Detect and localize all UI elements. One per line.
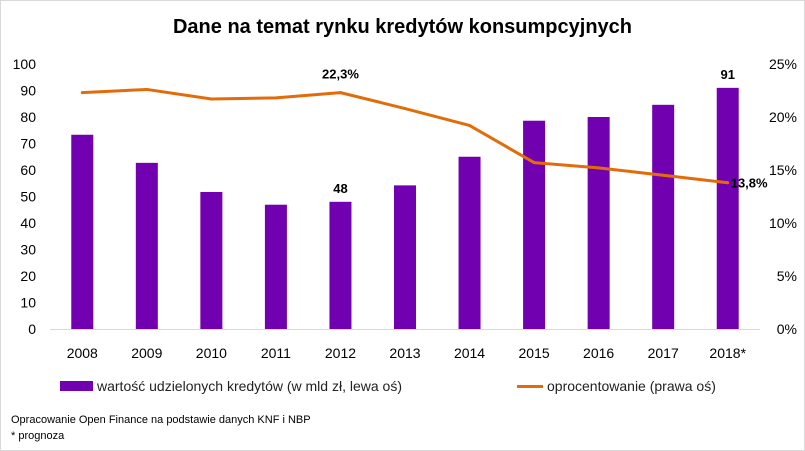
left-axis-tick-label: 70: [20, 136, 36, 152]
left-axis-tick-label: 40: [20, 215, 36, 231]
right-axis-tick-label: 15%: [769, 162, 797, 178]
line-point: [532, 161, 536, 165]
x-axis-tick-label: 2012: [325, 345, 356, 361]
x-axis-tick-label: 2013: [389, 345, 420, 361]
bar-data-label: 48: [333, 181, 347, 196]
left-axis-tick-label: 30: [20, 242, 36, 258]
legend-label-bars: wartość udzielonych kredytów (w mld zł, …: [97, 378, 402, 394]
line-point: [468, 123, 472, 127]
line-point: [80, 91, 84, 95]
bar: [587, 117, 610, 329]
bar: [135, 162, 158, 329]
line-point: [274, 96, 278, 100]
chart-title: Dane na temat rynku kredytów konsumpcyjn…: [172, 16, 633, 38]
right-axis-tick-label: 5%: [777, 268, 797, 284]
left-axis-tick-label: 100: [13, 56, 37, 72]
bar-data-label: 91: [720, 67, 734, 82]
x-axis-tick-label: 2017: [648, 345, 679, 361]
line-point: [338, 91, 342, 95]
legend-label-line: oprocentowanie (prawa oś): [547, 378, 716, 394]
line-point: [209, 97, 213, 101]
line-data-label: 22,3%: [322, 67, 359, 82]
left-axis-tick-label: 60: [20, 162, 36, 178]
right-axis-tick-label: 10%: [769, 215, 797, 231]
x-axis-tick-label: 2009: [131, 345, 162, 361]
x-axis-tick-label: 2008: [67, 345, 98, 361]
line-series: [82, 87, 728, 185]
left-axis-tick-label: 50: [20, 189, 36, 205]
left-axis-tick-label: 80: [20, 109, 36, 125]
bar: [523, 120, 546, 330]
x-axis-tick-label: 2018*: [709, 345, 746, 361]
bar: [71, 134, 94, 329]
right-axis-tick-label: 25%: [769, 56, 797, 72]
x-axis-tick-label: 2011: [261, 345, 291, 361]
legend-swatch-bars: [60, 381, 93, 391]
bar: [329, 201, 352, 329]
right-axis-tick-label: 0%: [777, 321, 797, 337]
x-axis-tick-label: 2010: [196, 345, 227, 361]
left-axis-tick-label: 10: [20, 295, 36, 311]
legend-swatch-line: [517, 384, 543, 388]
bar: [458, 156, 481, 329]
source-note: Opracowanie Open Finance na podstawie da…: [11, 414, 311, 426]
legend-item-line: oprocentowanie (prawa oś): [517, 378, 716, 394]
line-data-label: 13,8%: [731, 176, 768, 191]
line-point: [726, 181, 730, 185]
bar: [394, 185, 416, 329]
line-point: [145, 87, 149, 91]
left-axis-tick-label: 0: [28, 321, 36, 337]
footnote: * prognoza: [11, 430, 65, 442]
bar: [200, 191, 223, 329]
line-point: [597, 166, 601, 170]
x-axis-tick-label: 2016: [583, 345, 614, 361]
left-axis-tick-label: 20: [20, 268, 36, 284]
bar: [264, 204, 287, 329]
x-axis-tick-label: 2015: [519, 345, 550, 361]
bar: [652, 104, 675, 329]
right-axis-tick-label: 20%: [769, 109, 797, 125]
bar: [716, 87, 739, 329]
legend-item-bars: wartość udzielonych kredytów (w mld zł, …: [60, 378, 402, 394]
line-point: [661, 173, 665, 177]
x-axis-tick-label: 2014: [454, 345, 485, 361]
left-axis-tick-label: 90: [20, 83, 36, 99]
line-point: [403, 107, 407, 111]
